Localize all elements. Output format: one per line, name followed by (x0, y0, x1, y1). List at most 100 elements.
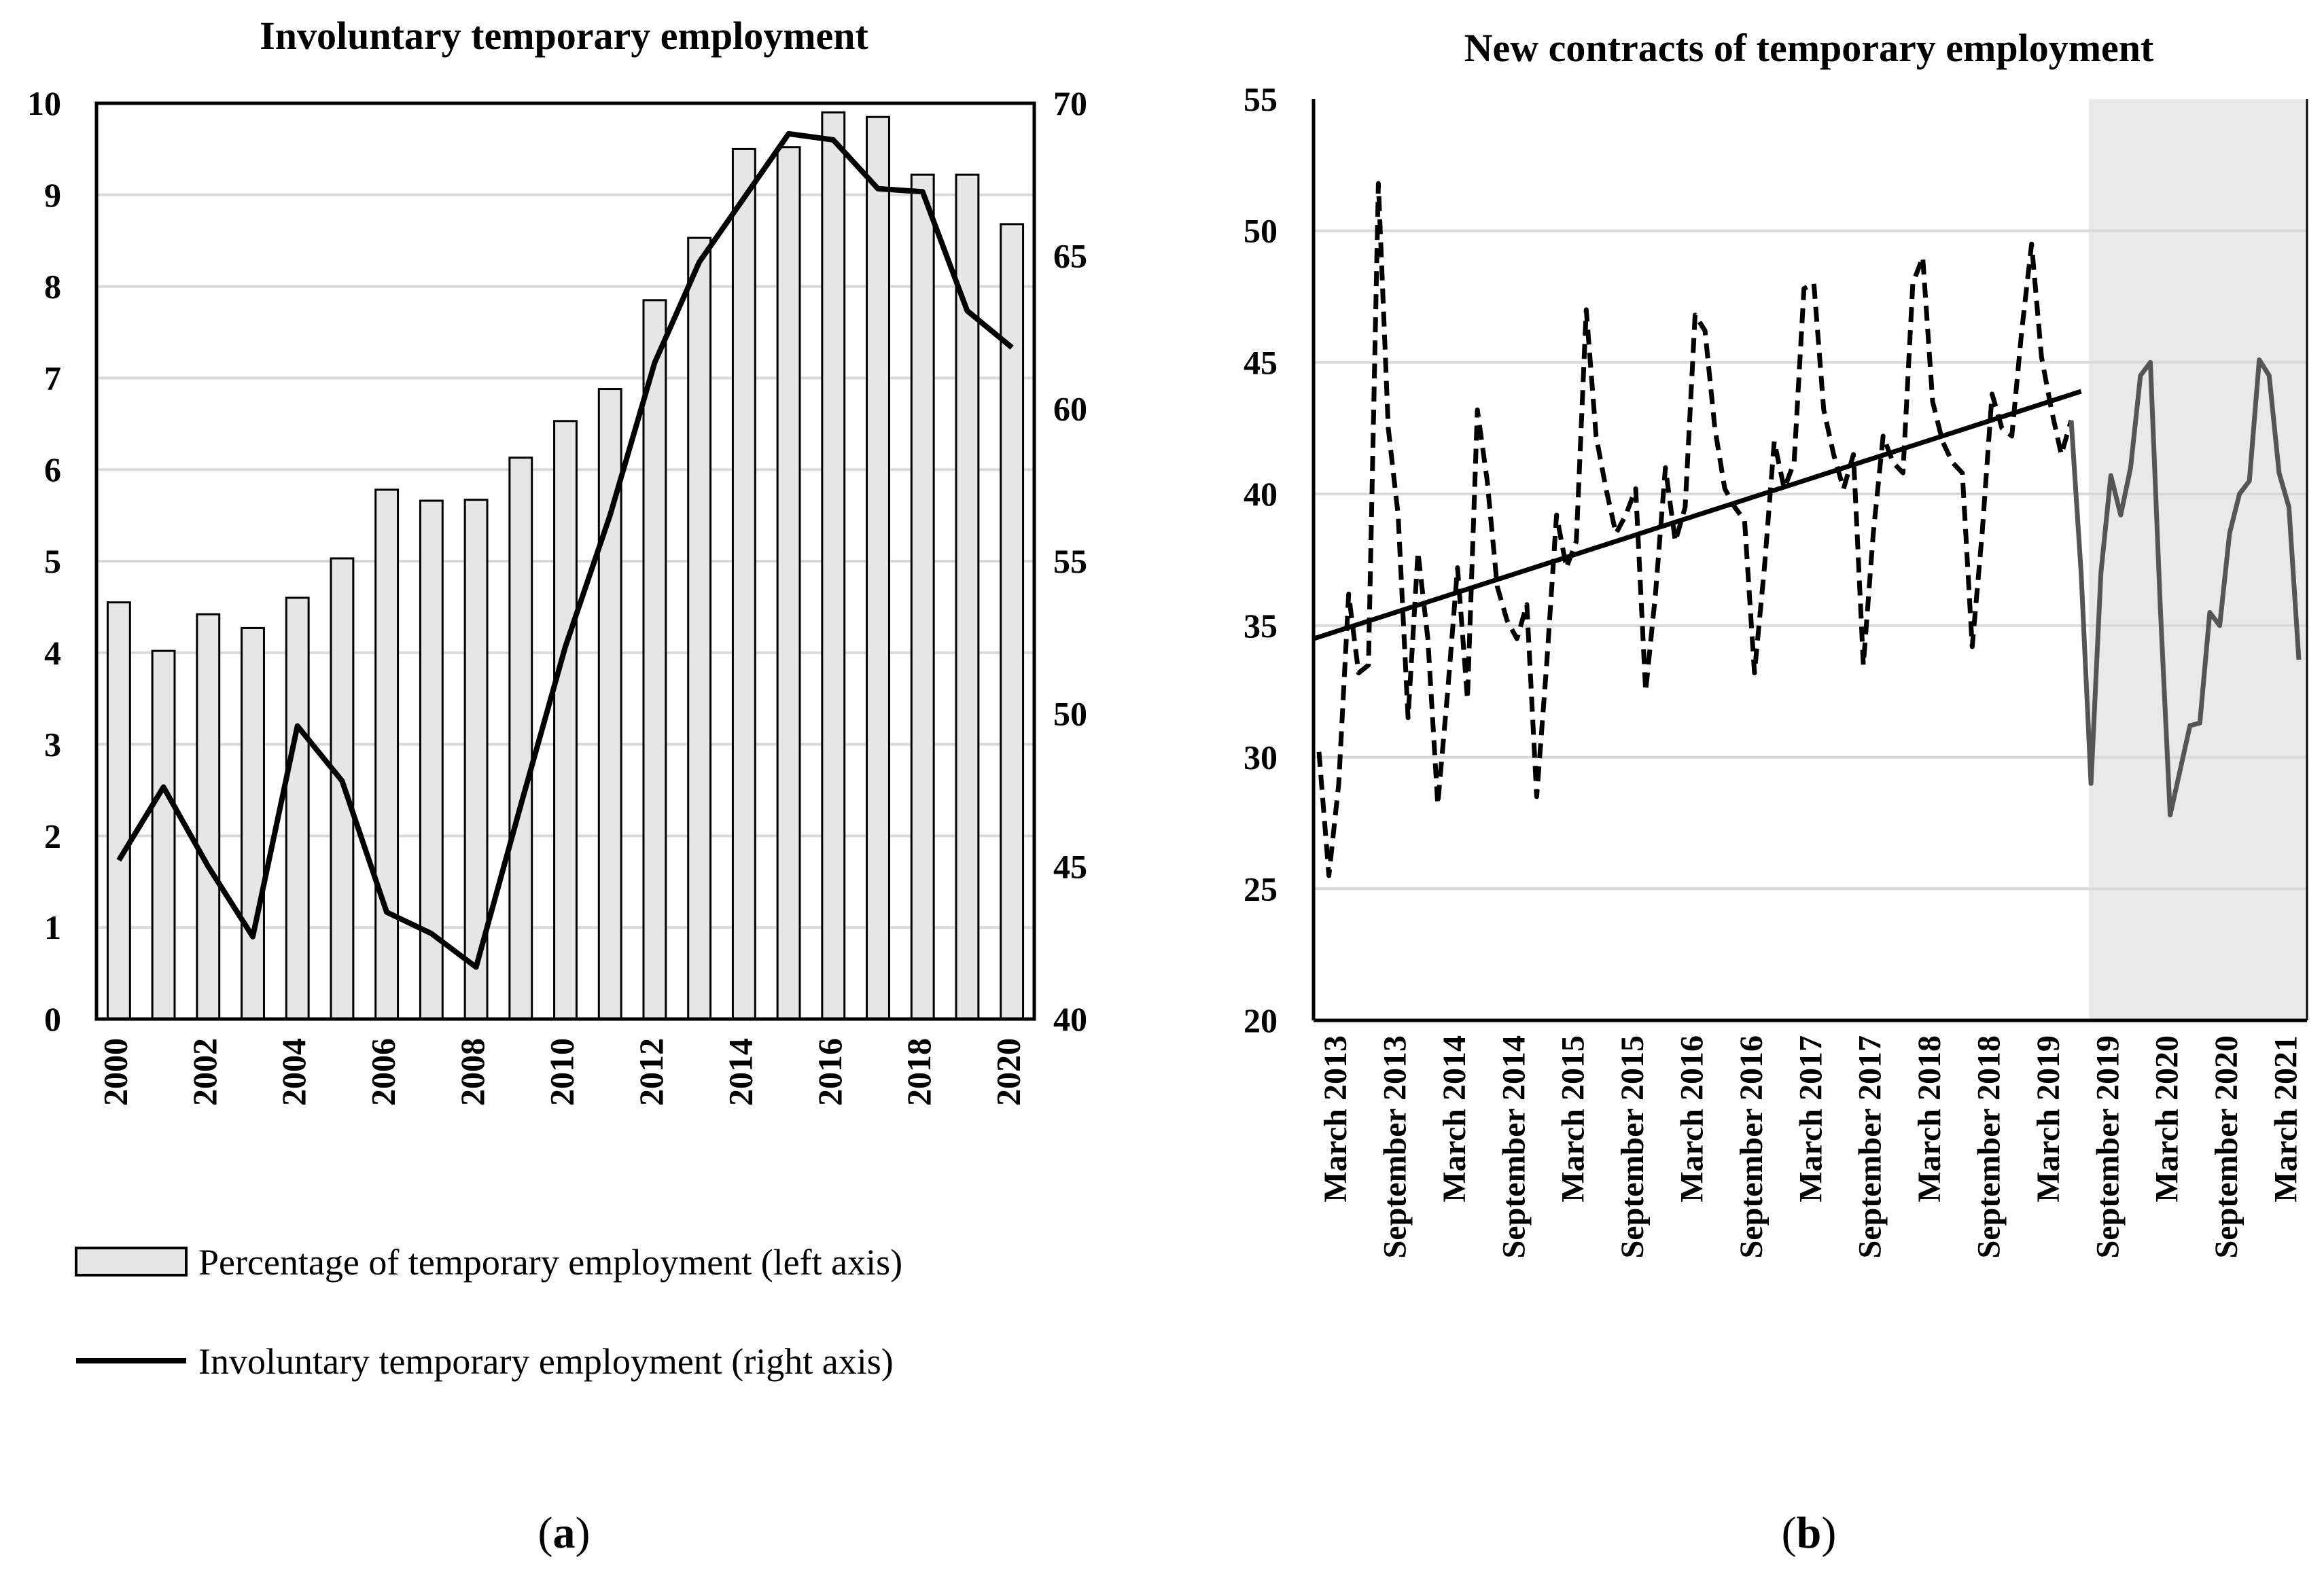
panel-b-caption-letter: b (1797, 1508, 1822, 1558)
panel-b-solid-series (2068, 357, 2302, 818)
panel-a-left-tick-label: 3 (44, 726, 61, 764)
panel-b-grid (1314, 229, 2307, 891)
panel-a-line (116, 130, 1014, 970)
panel-b-x-tick-label: March 2020 (2149, 1035, 2185, 1202)
panel-a-right-tick-label: 45 (1053, 847, 1087, 885)
panel-b-y-tick-label: 40 (1244, 475, 1278, 513)
panel-a-left-tick-label: 5 (44, 542, 61, 580)
panel-a-bars (106, 111, 1025, 1020)
panel-b-x-tick-label: March 2015 (1555, 1035, 1591, 1202)
panel-b-y-tick-label: 50 (1244, 212, 1278, 250)
panel-a-bar-2018 (910, 173, 935, 1020)
panel-b-dashed-series (1316, 181, 2074, 878)
panel-b-x-axis-ticks: March 2013 September 2013 March 2014 Septem… (1318, 1035, 2304, 1258)
panel-a-x-tick-label: 2012 (632, 1038, 670, 1106)
panel-b-y-tick-label: 35 (1244, 607, 1278, 645)
panel-a-x-tick-label: 2016 (811, 1038, 849, 1106)
panel-a-bar-2013 (687, 236, 712, 1020)
panel-b-x-tick-label: March 2017 (1793, 1035, 1829, 1202)
legend-line-label: Involuntary temporary employment (right … (198, 1341, 894, 1382)
panel-b-x-tick-label: September 2020 (2208, 1035, 2244, 1258)
panel-b-y-tick-label: 55 (1244, 80, 1278, 118)
panel-b-x-tick-label: September 2015 (1615, 1035, 1651, 1258)
panel-b-y-axis-ticks: 20 25 30 35 40 45 50 55 (1244, 80, 1278, 1039)
panel-a-right-tick-label: 65 (1053, 237, 1087, 275)
panel-b-x-tick-label: September 2016 (1733, 1035, 1770, 1258)
panel-a-x-tick-label: 2006 (364, 1038, 402, 1106)
panel-a-bar-2004 (285, 596, 310, 1020)
panel-b-x-tick-label: September 2014 (1496, 1035, 1532, 1258)
panel-a-x-tick-label: 2014 (721, 1038, 759, 1106)
panel-a-left-axis-ticks: 0 1 2 3 4 5 6 7 8 9 10 (27, 84, 61, 1038)
panel-a-bar-2001 (151, 649, 176, 1020)
panel-a-caption: (a) (538, 1508, 591, 1558)
panel-a-bar-2017 (866, 115, 890, 1020)
panel-a-x-tick-label: 2002 (186, 1038, 224, 1106)
panel-b-x-tick-label: March 2014 (1437, 1035, 1473, 1202)
panel-a-legend: Percentage of temporary employment (left… (75, 1242, 902, 1382)
panel-b-x-tick-label: September 2018 (1971, 1035, 2007, 1258)
panel-a-bar-2015 (776, 146, 801, 1020)
panel-b-x-tick-label: March 2016 (1674, 1035, 1710, 1202)
panel-a-left-tick-label: 8 (44, 268, 61, 306)
panel-a-right-tick-label: 40 (1053, 1000, 1087, 1038)
legend-bar-label: Percentage of temporary employment (left… (198, 1242, 902, 1283)
panel-a: Involuntary temporary employment 0123456… (27, 14, 1087, 1558)
panel-a-involuntary-line (116, 130, 1014, 970)
panel-b-x-tick-label: September 2013 (1377, 1035, 1413, 1258)
panel-a-x-tick-label: 2004 (275, 1038, 313, 1106)
panel-a-x-axis-ticks: 2000 2002 2004 2006 2008 2010 2012 2014 2016 2018… (96, 1038, 1027, 1106)
panel-a-bar-2014 (731, 147, 756, 1020)
panel-a-right-axis-ticks: 40 45 50 55 60 65 70 (1053, 84, 1087, 1038)
panel-a-left-tick-label: 0 (44, 1000, 61, 1038)
panel-a-right-tick-label: 50 (1053, 695, 1087, 733)
panel-b-x-tick-label: September 2019 (2090, 1035, 2126, 1258)
panel-b-trend-line (1312, 389, 2082, 641)
panel-a-bar-2006 (374, 488, 400, 1020)
panel-b-x-tick-label: March 2019 (2030, 1035, 2066, 1202)
panel-b-x-tick-label: March 2018 (1912, 1035, 1948, 1202)
panel-a-left-tick-label: 7 (44, 359, 61, 397)
legend-bar-swatch (75, 1247, 188, 1277)
panel-b-series (1312, 181, 2302, 878)
panel-b: New contracts of temporary employment 20… (1244, 26, 2308, 1558)
panel-a-x-tick-label: 2000 (96, 1038, 134, 1106)
panel-a-x-tick-label: 2010 (542, 1038, 580, 1106)
panel-a-x-tick-label: 2018 (900, 1038, 938, 1106)
panel-a-right-tick-label: 55 (1053, 542, 1087, 580)
panel-a-bar-2016 (821, 111, 846, 1020)
panel-a-right-tick-label: 70 (1053, 84, 1087, 122)
panel-a-bar-2012 (642, 299, 667, 1020)
panel-b-caption: (b) (1782, 1508, 1837, 1558)
panel-a-left-tick-label: 10 (27, 84, 61, 122)
panel-b-x-tick-label: September 2017 (1852, 1035, 1888, 1258)
panel-a-left-tick-label: 6 (44, 450, 61, 488)
panel-a-right-tick-label: 60 (1053, 389, 1087, 427)
panel-a-left-tick-label: 4 (44, 634, 61, 672)
panel-a-bar-2009 (508, 457, 533, 1020)
panel-a-bar-2019 (955, 173, 980, 1020)
panel-b-x-tick-label: March 2021 (2268, 1035, 2304, 1202)
panel-b-y-tick-label: 45 (1244, 343, 1278, 381)
panel-a-plot-frame (94, 101, 1036, 1021)
panel-a-left-tick-label: 1 (44, 908, 61, 946)
panel-a-left-tick-label: 2 (44, 817, 61, 855)
panel-b-x-tick-label: March 2013 (1318, 1035, 1354, 1202)
panel-a-x-tick-label: 2008 (453, 1038, 491, 1106)
panel-a-title: Involuntary temporary employment (260, 14, 868, 58)
panel-a-bar-2005 (330, 557, 355, 1020)
panel-b-y-tick-label: 20 (1244, 1001, 1278, 1039)
panel-b-y-tick-label: 25 (1244, 870, 1278, 908)
panel-a-x-tick-label: 2020 (989, 1038, 1027, 1106)
panel-a-bar-2010 (553, 420, 578, 1020)
panel-a-bar-2002 (196, 613, 221, 1020)
panel-a-bar-2003 (241, 626, 265, 1020)
panel-b-title: New contracts of temporary employment (1464, 26, 2154, 70)
panel-a-bar-2000 (106, 601, 131, 1020)
panel-a-left-tick-label: 9 (44, 176, 61, 214)
panel-a-caption-letter: a (553, 1508, 576, 1558)
panel-b-y-tick-label: 30 (1244, 738, 1278, 777)
panel-b-shaded-region (2089, 99, 2307, 1020)
